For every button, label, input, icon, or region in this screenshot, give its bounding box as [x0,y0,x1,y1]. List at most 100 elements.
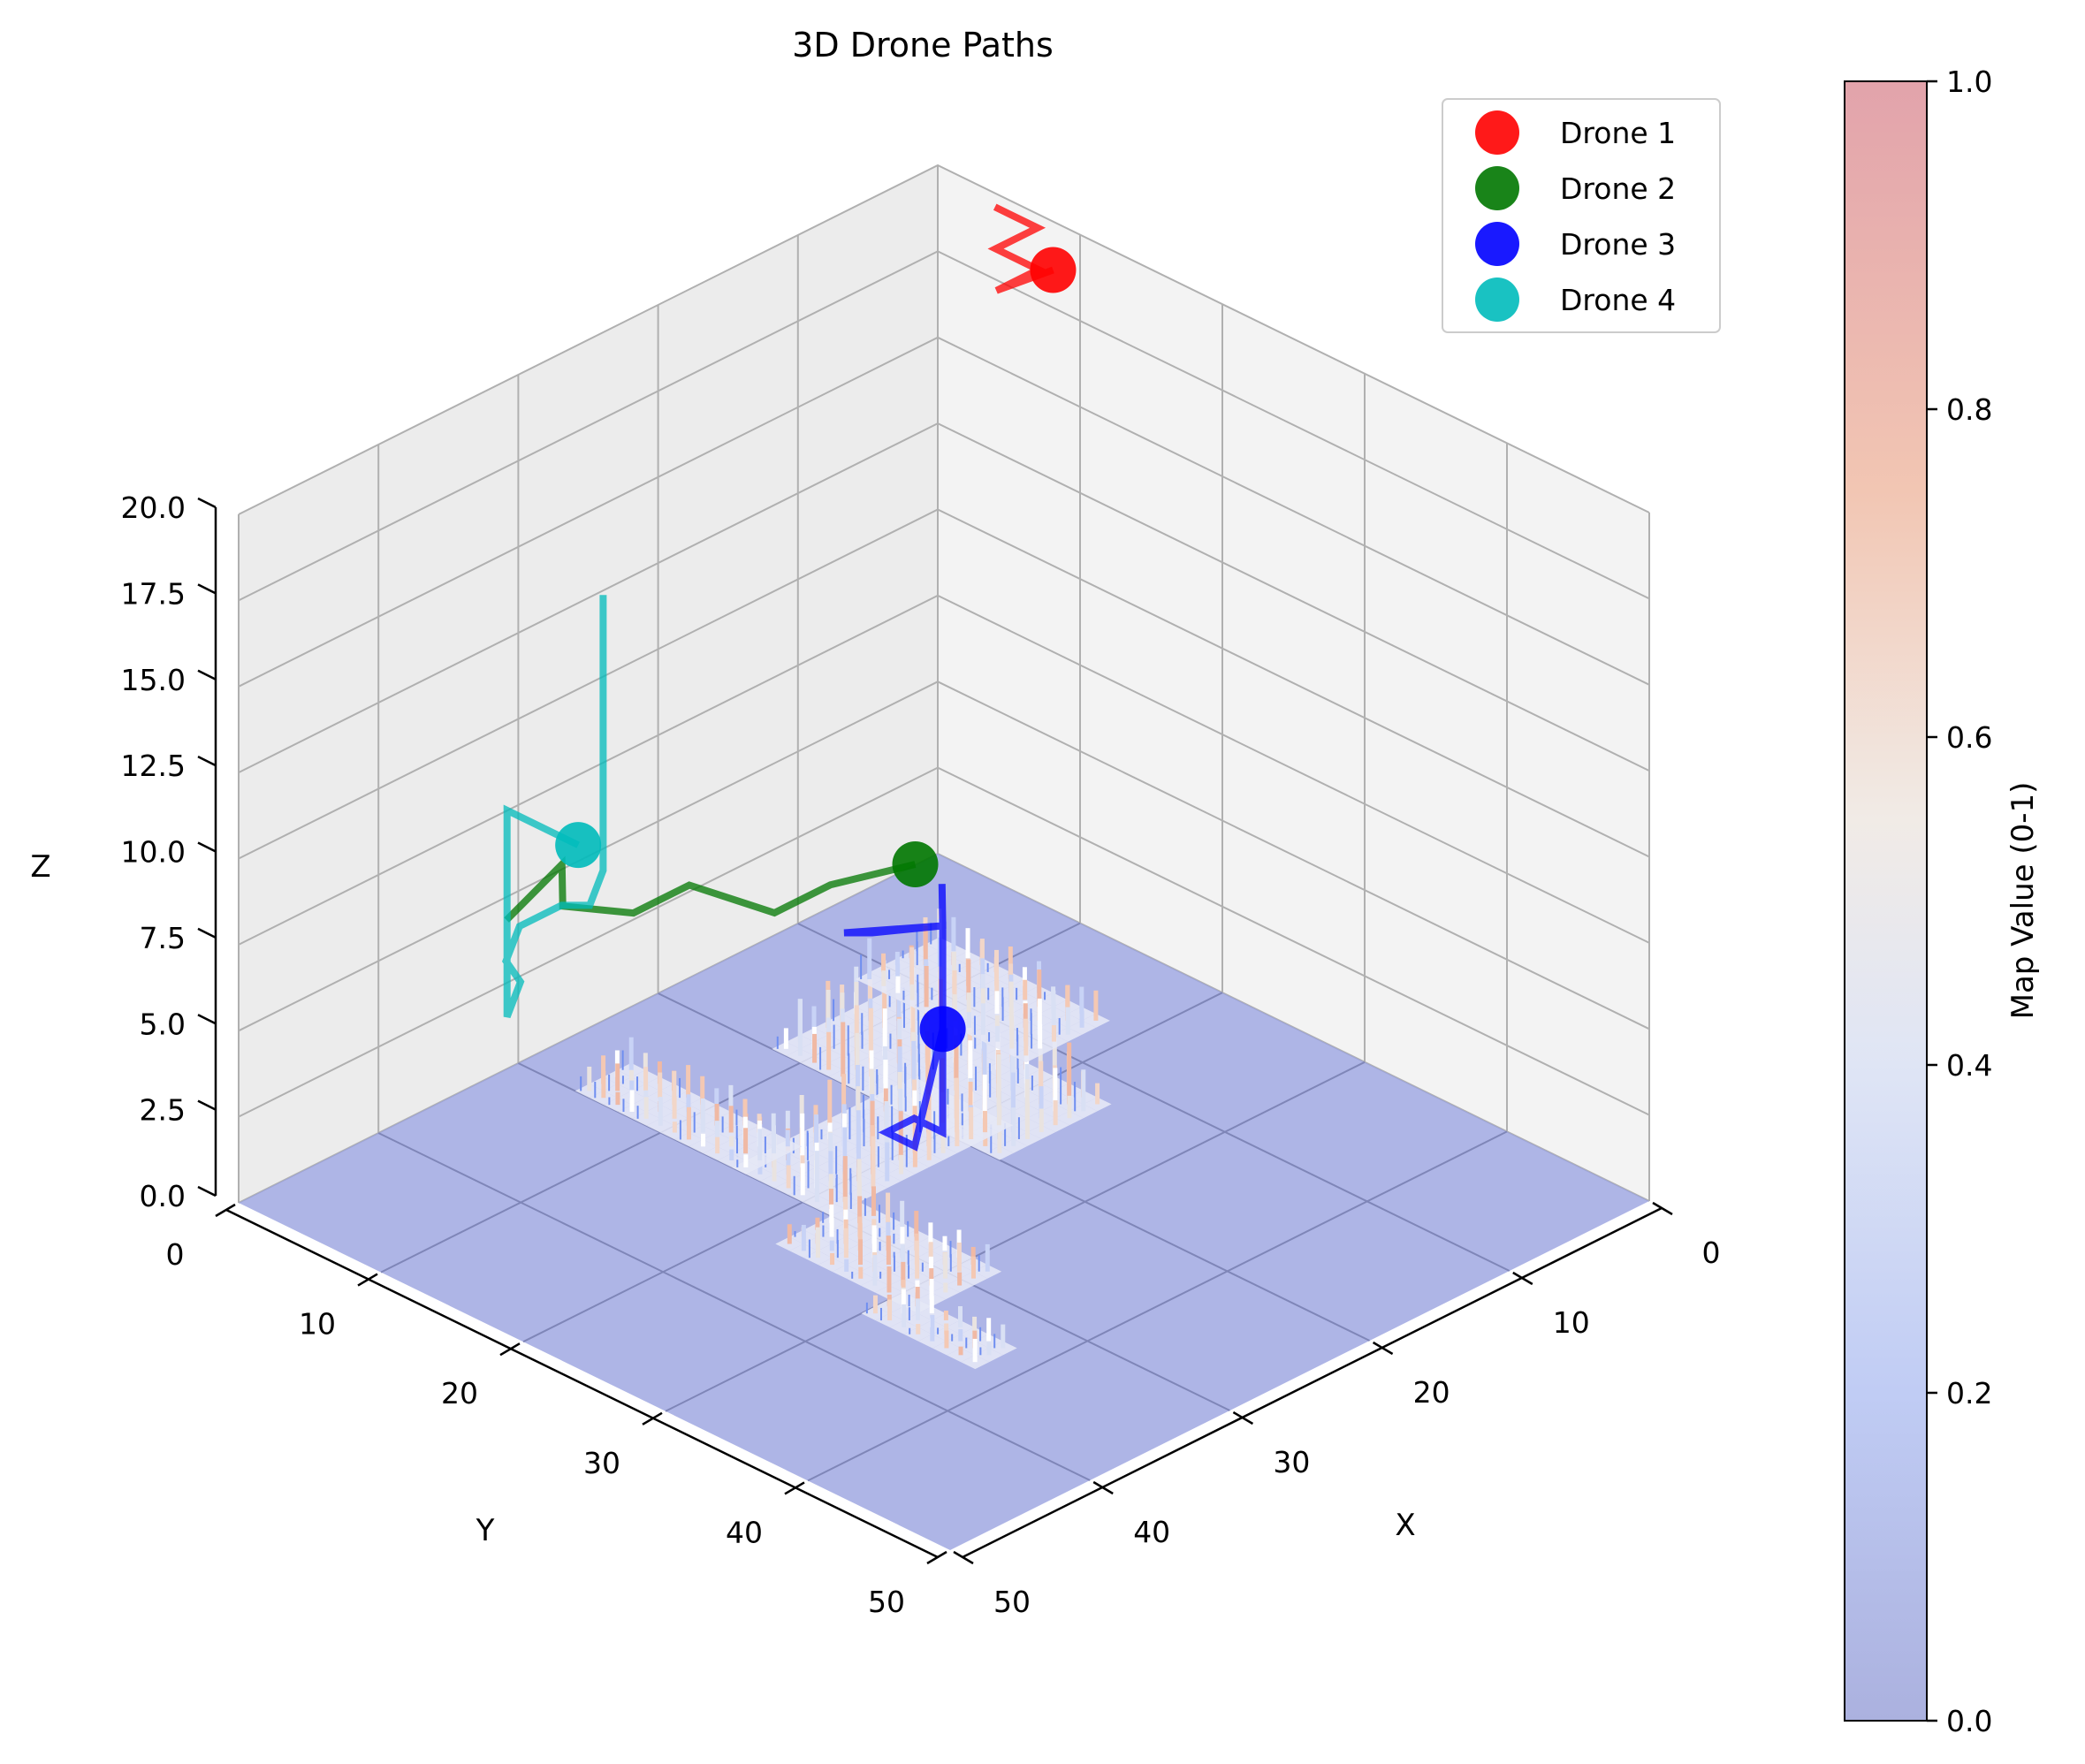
surface-cell [759,1146,788,1160]
surface-cell [855,972,884,986]
z-tick-label: 0.0 [140,1179,186,1213]
y-tick [784,1481,805,1495]
z-tick [197,583,217,595]
z-tick [197,669,217,681]
y-tick [926,1550,947,1565]
y-tick [357,1273,378,1287]
z-tick-label: 5.0 [140,1007,186,1041]
x-tick [1092,1480,1114,1495]
drone-path-1 [987,203,1054,294]
surface-cell [985,1118,1014,1133]
drone-marker-1 [1030,247,1077,293]
z-tick-label: 2.5 [140,1093,186,1128]
y-tick-label: 20 [441,1376,478,1410]
surface-cell [983,1034,1012,1049]
surface-cell [973,1264,1002,1279]
surface-cell [660,1125,689,1140]
floor-grid-line [665,1061,1366,1412]
colorbar-label: Map Value (0-1) [2005,782,2041,1020]
surface-cell [872,1174,902,1189]
surface-cell [803,1195,832,1210]
y-tick [499,1342,521,1357]
floor-grid-line [807,1130,1508,1482]
surface-cell [846,1258,875,1272]
x-tick [1232,1410,1254,1426]
surface-cell [604,1098,632,1112]
surface-cell [832,1251,861,1266]
axes-grid [238,163,1650,1204]
surface-cell [745,1153,774,1167]
surface-cell [901,1160,930,1175]
legend-label-3: Drone 3 [1560,227,1676,262]
surface-cell [945,1278,974,1293]
surface-cell [800,1055,829,1070]
x-axis-label: X [1395,1508,1415,1543]
drone-marker-2 [892,840,939,887]
z-tick [197,927,217,939]
legend-frame [1442,98,1721,333]
surface-cell [875,1313,904,1327]
legend-marker-1 [1475,110,1519,155]
grid-line [238,163,1650,515]
z-tick-label: 10.0 [121,835,186,870]
surface-cell [931,1285,960,1300]
legend-marker-2 [1475,166,1519,210]
legend: Drone 1 Drone 2 Drone 3 Drone 4 [1442,98,1721,333]
surface-cell [942,1139,971,1153]
surface-cell [959,1271,988,1286]
y-tick-label: 50 [868,1585,905,1619]
grid-line [238,508,1650,860]
colorbar-tick-label: 0.6 [1946,720,1992,755]
floor-grid-line [377,1132,1091,1481]
y-tick-label: 10 [299,1307,336,1342]
surface-cell [929,1146,957,1160]
surface-cell [861,1306,890,1321]
z-tick [197,756,217,767]
y-axis-line [225,1208,939,1559]
colorbar: Map Value (0-1) 0.0 0.2 0.4 0.6 0.8 1.0 [1844,65,2041,1738]
surface-cell [945,1264,974,1279]
z-tick [197,1099,217,1111]
surface-cell [970,1125,1000,1139]
surface-cell [818,1258,847,1272]
legend-marker-3 [1475,222,1519,266]
chart-title: 3D Drone Paths [792,26,1054,65]
y-tick [215,1203,236,1218]
colorbar-tick-label: 0.0 [1946,1704,1992,1738]
surface-cell [731,1160,760,1175]
z-tick-label: 7.5 [140,921,186,955]
colorbar-tick-label: 0.8 [1946,392,1992,427]
drone-markers [555,247,1077,1053]
grid-line [238,250,1650,602]
x-tick [1512,1271,1533,1286]
surface-cell [974,1334,1003,1349]
y-tick-label: 0 [166,1237,185,1272]
surface-cell [915,1152,944,1167]
surface-cell [887,1167,916,1182]
surface-cell [814,1062,843,1077]
y-tick-label: 40 [726,1515,763,1549]
drone-path-2 [504,855,917,923]
grid-line [238,681,1650,1032]
drone-path-4 [502,595,607,1019]
surface-cell [746,1167,774,1182]
z-tick-label: 20.0 [121,490,186,525]
surface-cell [946,1334,975,1349]
z-tick-label: 15.0 [121,663,186,697]
z-tick [197,841,217,853]
x-axis-line [962,1206,1663,1559]
z-tick [197,497,217,509]
surface-cell [956,1132,985,1146]
x-tick [953,1550,974,1565]
floor-grid-line [658,992,1371,1342]
surface-cell [997,1041,1026,1056]
z-tick [197,1185,217,1198]
legend-label-4: Drone 4 [1560,283,1676,317]
x-tick-label: 0 [1702,1236,1721,1270]
grid-line [238,422,1650,773]
axis-ticks: 0 10 20 30 40 50 0 10 20 30 40 50 0.0 2.5 5.0 7.5 10.0 12… [121,490,1721,1619]
y-axis-label: Y [476,1513,495,1548]
surface-cell [773,1139,803,1154]
grid-line [238,336,1650,688]
